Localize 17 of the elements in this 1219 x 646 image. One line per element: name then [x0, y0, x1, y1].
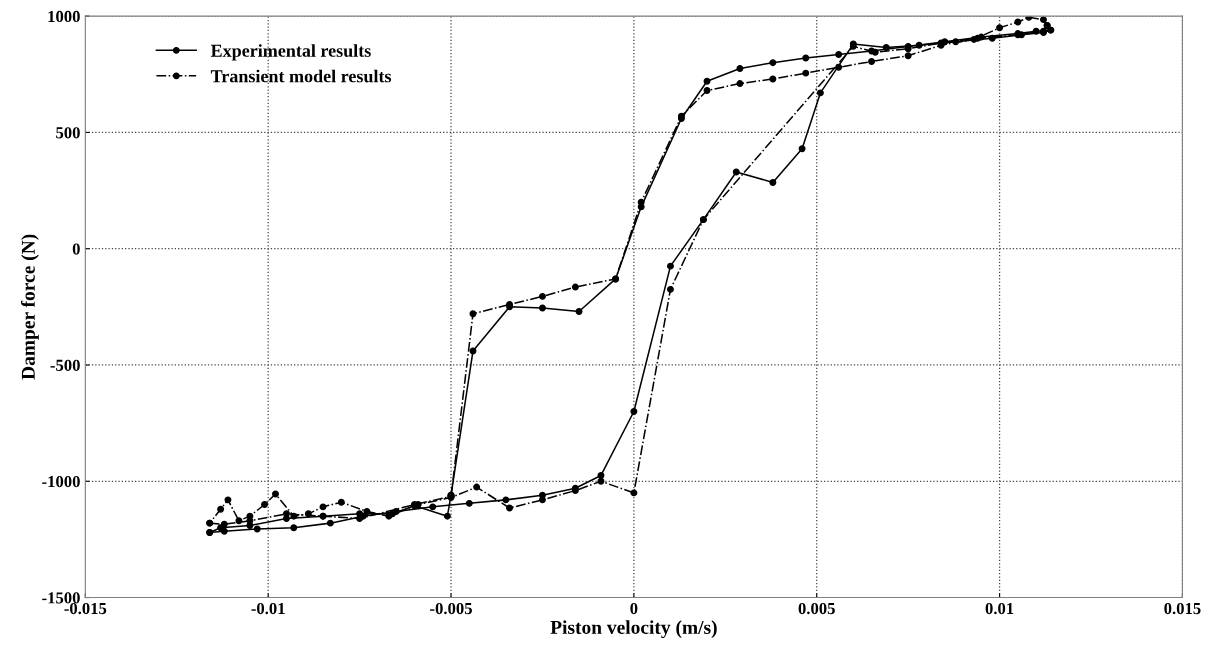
x-tick-label: -0.015: [64, 602, 107, 615]
y-tick-label: -1500: [42, 592, 80, 604]
y-tick-label: 1000: [48, 10, 80, 23]
x-tick-label: -0.01: [251, 602, 285, 615]
x-tick-label: 0.005: [798, 602, 835, 615]
y-axis-title: Damper force (N): [20, 234, 39, 380]
y-tick-label: 500: [56, 127, 80, 139]
x-tick-label: -0.005: [430, 602, 472, 615]
y-tick-label: -500: [50, 359, 80, 371]
x-tick-label: 0: [630, 602, 638, 615]
legend-label: Transient model results: [210, 69, 392, 83]
y-tick-label: 0: [72, 243, 80, 255]
y-tick-label: -1000: [42, 475, 80, 488]
legend-label: Experimental results: [210, 44, 371, 61]
x-tick-label: 0.01: [985, 602, 1014, 615]
x-tick-label: 0.015: [1164, 602, 1201, 615]
x-axis-title: Piston velocity (m/s): [550, 620, 717, 638]
